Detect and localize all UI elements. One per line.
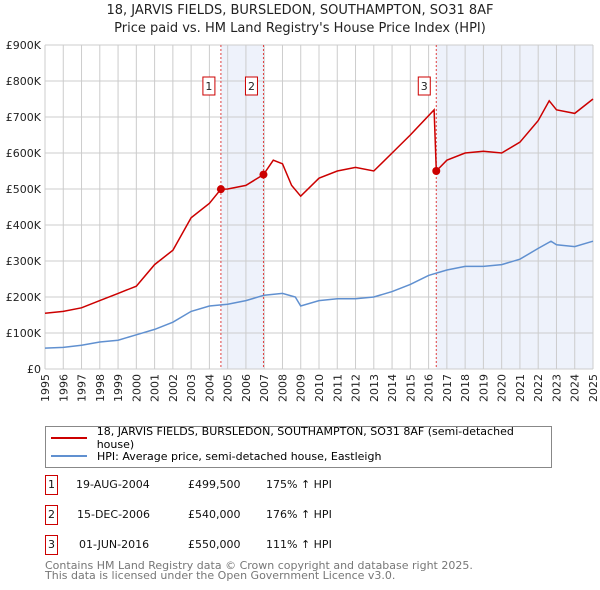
sale-marker-box — [202, 76, 216, 96]
transaction-hpi: 176% ↑ HPI — [266, 508, 332, 521]
x-tick-label: 2024 — [569, 374, 582, 402]
y-tick-label: £100K — [6, 327, 42, 340]
footer: Contains HM Land Registry data © Crown c… — [45, 559, 473, 582]
chart-subtitle: Price paid vs. HM Land Registry's House … — [114, 21, 486, 36]
y-tick-label: £600K — [6, 147, 42, 160]
x-tick-label: 1996 — [57, 374, 70, 402]
transaction-date: 19-AUG-2004 — [76, 478, 150, 491]
x-tick-label: 2006 — [240, 374, 253, 402]
transaction-price: £499,500 — [188, 478, 241, 491]
transaction-badge: 2 — [45, 505, 58, 525]
chart-title: 18, JARVIS FIELDS, BURSLEDON, SOUTHAMPTO… — [106, 3, 494, 18]
x-tick-label: 2010 — [313, 374, 326, 402]
transaction-hpi: 111% ↑ HPI — [266, 538, 332, 551]
x-tick-label: 2007 — [258, 374, 271, 402]
transaction-price: £540,000 — [188, 508, 241, 521]
x-tick-label: 2008 — [276, 374, 289, 402]
footer-line: Contains HM Land Registry data © Crown c… — [45, 559, 473, 572]
x-tick-label: 1998 — [94, 374, 107, 402]
price-chart: £0 £100K £200K £300K £400K £500K £600K £700K £80… — [6, 39, 600, 402]
sale-marker-label: 3 — [421, 80, 428, 93]
legend-price-swatch — [51, 437, 87, 439]
x-tick-label: 1997 — [76, 374, 89, 402]
y-tick-label: £700K — [6, 111, 42, 124]
transaction-badge: 1 — [45, 475, 58, 495]
x-tick-label: 2020 — [496, 374, 509, 402]
x-tick-label: 2023 — [550, 374, 563, 402]
sale-marker-box — [417, 76, 431, 96]
y-tick-label: £500K — [6, 183, 42, 196]
y-tick-label: £400K — [6, 219, 42, 232]
x-tick-label: 2011 — [331, 374, 344, 402]
x-tick-label: 2022 — [532, 374, 545, 402]
footer-line: This data is licensed under the Open Gov… — [45, 569, 396, 582]
x-tick-label: 1995 — [39, 374, 52, 402]
legend-hpi-swatch — [51, 455, 87, 457]
hpi-line — [44, 240, 594, 349]
sale-point — [432, 167, 441, 175]
transaction-row: 2 15-DEC-2006 £540,000 176% ↑ HPI — [45, 505, 445, 525]
y-tick-label: £300K — [6, 255, 42, 268]
y-tick-label: £900K — [6, 39, 42, 52]
x-tick-label: 2021 — [514, 374, 527, 402]
sale-marker-label: 1 — [205, 80, 212, 93]
x-tick-label: 2012 — [350, 374, 363, 402]
transaction-date: 15-DEC-2006 — [77, 508, 151, 521]
x-tick-label: 2004 — [203, 374, 216, 402]
x-tick-label: 2017 — [441, 374, 454, 402]
x-tick-label: 2014 — [386, 374, 399, 402]
transaction-hpi: 175% ↑ HPI — [266, 478, 332, 491]
x-tick-label: 2003 — [185, 374, 198, 402]
y-tick-label: £200K — [6, 291, 42, 304]
y-tick-label: £800K — [6, 75, 42, 88]
sale-marker-label: 2 — [248, 80, 255, 93]
transaction-row: 3 01-JUN-2016 £550,000 111% ↑ HPI — [45, 535, 445, 555]
x-tick-label: 2013 — [368, 374, 381, 402]
x-tick-label: 2016 — [423, 374, 436, 402]
price-line — [44, 98, 594, 314]
x-tick-label: 2018 — [459, 374, 472, 402]
transaction-badge: 3 — [45, 535, 58, 555]
sale-point — [259, 170, 268, 179]
sale-period-shade — [436, 45, 593, 369]
x-tick-label: 2005 — [222, 374, 235, 402]
sale-marker-box — [244, 76, 258, 96]
legend-price-label: 18, JARVIS FIELDS, BURSLEDON, SOUTHAMPTO… — [96, 425, 514, 451]
x-tick-label: 1999 — [112, 374, 125, 402]
transaction-price: £550,000 — [188, 538, 241, 551]
x-tick-label: 2009 — [295, 374, 308, 402]
x-tick-label: 2001 — [149, 374, 162, 402]
x-tick-label: 2002 — [167, 374, 180, 402]
transaction-row: 1 19-AUG-2004 £499,500 175% ↑ HPI — [45, 475, 445, 495]
sale-point — [216, 185, 225, 194]
legend-hpi-label: HPI: Average price, semi-detached house,… — [97, 449, 382, 463]
x-tick-label: 2000 — [130, 374, 143, 402]
x-tick-label: 2015 — [404, 374, 417, 402]
x-tick-label: 2019 — [477, 374, 490, 402]
y-tick-label: £0 — [27, 363, 41, 376]
transaction-date: 01-JUN-2016 — [79, 538, 150, 551]
legend: 18, JARVIS FIELDS, BURSLEDON, SOUTHAMPTO… — [45, 425, 552, 468]
x-tick-label: 2025 — [587, 374, 600, 402]
